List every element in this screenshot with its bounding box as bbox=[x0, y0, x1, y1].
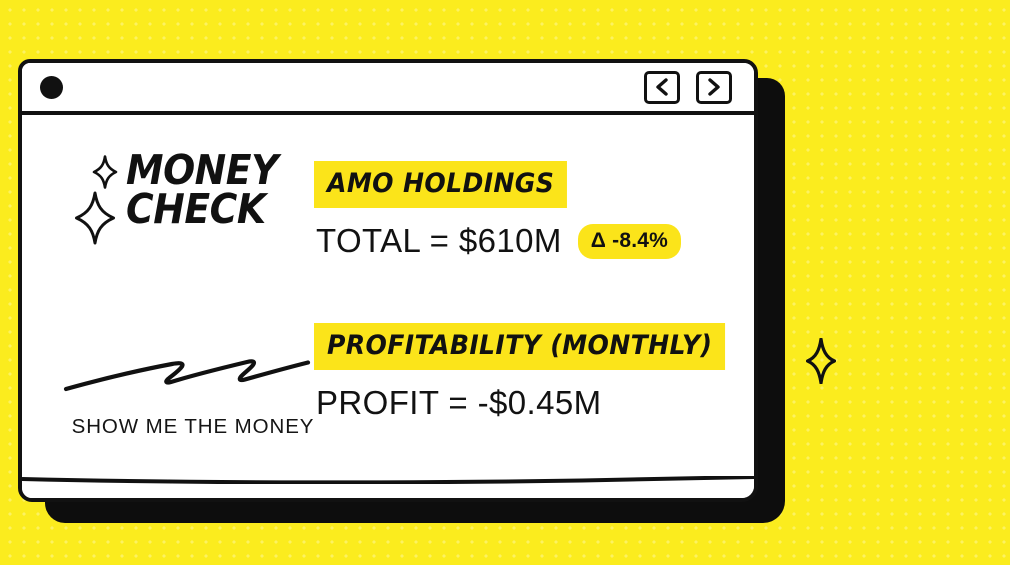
stat-value-profitability: PROFIT = -$0.45M bbox=[316, 384, 602, 421]
delta-badge: Δ -8.4% bbox=[577, 223, 681, 259]
brand-panel: MONEY CHECK SHOW ME THE MONEY bbox=[22, 115, 314, 476]
stat-value-row-profitability: PROFIT = -$0.45M bbox=[314, 384, 754, 422]
window-footer-strip bbox=[22, 476, 754, 498]
window-dot-icon[interactable] bbox=[40, 76, 63, 99]
sparkle-large-icon bbox=[74, 191, 116, 250]
window-title-bar bbox=[22, 63, 754, 115]
stat-block-profitability: PROFITABILITY (MONTHLY) PROFIT = -$0.45M bbox=[314, 323, 754, 422]
stat-value-holdings: TOTAL = $610M bbox=[316, 222, 562, 259]
brand-name: MONEY CHECK bbox=[126, 146, 278, 234]
squiggle-underline-icon bbox=[62, 347, 314, 400]
forward-button[interactable] bbox=[696, 70, 732, 104]
window-content: MONEY CHECK SHOW ME THE MONEY AMO HOLDIN… bbox=[22, 115, 754, 476]
browser-window: MONEY CHECK SHOW ME THE MONEY AMO HOLDIN… bbox=[18, 59, 758, 502]
chevron-right-icon bbox=[706, 78, 722, 96]
back-button[interactable] bbox=[644, 70, 680, 104]
stats-panel: AMO HOLDINGS TOTAL = $610M Δ -8.4% PROFI… bbox=[314, 115, 754, 476]
chevron-left-icon bbox=[654, 78, 670, 96]
background-sparkle-icon bbox=[805, 337, 837, 389]
stat-value-row-holdings: TOTAL = $610M Δ -8.4% bbox=[314, 222, 754, 260]
brand-tagline: SHOW ME THE MONEY bbox=[71, 415, 315, 438]
stat-heading-profitability: PROFITABILITY (MONTHLY) bbox=[314, 323, 726, 370]
nav-button-group bbox=[644, 70, 732, 104]
footer-divider bbox=[22, 476, 754, 484]
brand-lockup: MONEY CHECK bbox=[22, 149, 314, 251]
stat-block-holdings: AMO HOLDINGS TOTAL = $610M Δ -8.4% bbox=[314, 161, 754, 260]
sparkle-small-icon bbox=[92, 155, 118, 194]
sparkles-group bbox=[74, 155, 122, 251]
stat-heading-holdings: AMO HOLDINGS bbox=[314, 161, 568, 208]
